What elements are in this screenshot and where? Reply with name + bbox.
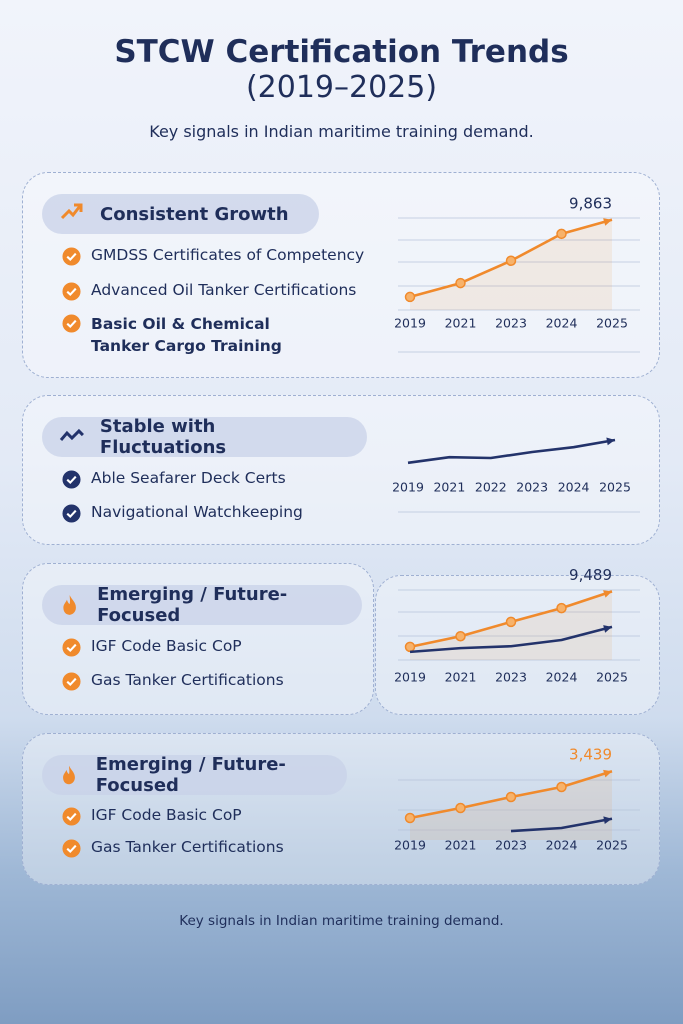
series-line xyxy=(510,817,613,833)
series-line xyxy=(407,438,616,465)
item-text: Basic Oil & Chemical Tanker Cargo Traini… xyxy=(91,315,282,355)
footer: Key signals in Indian maritime training … xyxy=(179,913,504,929)
arrowhead xyxy=(603,590,612,598)
category-pill: Emerging / Future-Focused xyxy=(42,584,362,626)
check-icon xyxy=(62,672,81,691)
list-item: GMDSS Certificates of Competency xyxy=(62,246,364,266)
data-point xyxy=(556,228,567,240)
pill-icon xyxy=(60,203,83,220)
x-tick-label: 2023 xyxy=(495,670,527,685)
data-point xyxy=(404,291,416,303)
pill-icon xyxy=(63,765,75,785)
x-tick-label: 2024 xyxy=(558,480,590,495)
check-icon xyxy=(62,282,81,301)
x-tick-label: 2021 xyxy=(445,670,477,685)
pill-icon xyxy=(59,428,84,441)
category-pill: Consistent Growth xyxy=(42,194,319,234)
value-label: 9,863 xyxy=(569,194,612,212)
title: STCW Certification Trends xyxy=(114,34,569,70)
arrowhead xyxy=(603,625,612,633)
arrowhead xyxy=(603,218,612,226)
years: (2019–2025) xyxy=(245,70,438,105)
x-tick-label: 2019 xyxy=(392,480,424,495)
x-tick-label: 2019 xyxy=(394,670,426,685)
x-tick-label: 2023 xyxy=(516,480,548,495)
check-icon xyxy=(62,504,81,523)
list-item: Gas Tanker Certifications xyxy=(62,671,284,691)
x-tick-label: 2021 xyxy=(445,316,477,331)
item-text: IGF Code Basic CoP xyxy=(91,637,242,655)
x-tick-label: 2023 xyxy=(495,316,527,331)
x-tick-label: 2021 xyxy=(445,838,477,853)
data-point xyxy=(556,781,567,793)
value-label: 9,489 xyxy=(569,566,612,584)
card-heading: Emerging / Future-Focused xyxy=(97,584,288,626)
tagline: Key signals in Indian maritime training … xyxy=(149,122,534,141)
data-point xyxy=(404,641,416,653)
x-tick-label: 2025 xyxy=(596,316,628,331)
item-text: Advanced Oil Tanker Certifications xyxy=(91,281,357,299)
x-tick-label: 2024 xyxy=(546,838,578,853)
item-text: Gas Tanker Certifications xyxy=(91,838,284,856)
list-item: Basic Oil & Chemical Tanker Cargo Traini… xyxy=(62,313,292,357)
arrowhead xyxy=(606,437,615,446)
x-tick-label: 2024 xyxy=(546,670,578,685)
value-label: 3,439 xyxy=(569,746,612,764)
check-icon xyxy=(62,247,81,266)
data-point xyxy=(556,602,567,614)
data-point xyxy=(404,812,416,824)
card-heading: Stable with Fluctuations xyxy=(99,416,227,458)
pill-icon xyxy=(63,595,76,615)
arrowhead xyxy=(603,816,612,825)
list-item: Able Seafarer Deck Certs xyxy=(62,469,286,489)
item-text: Able Seafarer Deck Certs xyxy=(91,469,286,487)
list-item: IGF Code Basic CoP xyxy=(62,806,242,826)
card-heading: Consistent Growth xyxy=(100,203,289,225)
check-icon xyxy=(62,470,81,489)
item-text: Gas Tanker Certifications xyxy=(91,671,284,689)
x-tick-label: 2024 xyxy=(546,316,578,331)
check-icon xyxy=(62,807,81,826)
data-point xyxy=(505,791,517,803)
x-tick-label: 2019 xyxy=(394,316,426,331)
list-item: IGF Code Basic CoP xyxy=(62,637,242,657)
x-tick-label: 2025 xyxy=(596,670,628,685)
item-text: IGF Code Basic CoP xyxy=(91,806,242,824)
item-text: Navigational Watchkeeping xyxy=(91,503,303,521)
data-point xyxy=(455,631,466,642)
data-point xyxy=(455,277,466,289)
data-point xyxy=(505,255,517,267)
x-tick-label: 2025 xyxy=(596,838,628,853)
x-tick-label: 2021 xyxy=(433,480,465,495)
x-tick-label: 2019 xyxy=(394,838,426,853)
x-tick-label: 2025 xyxy=(599,480,631,495)
data-point xyxy=(455,802,466,814)
list-item: Navigational Watchkeeping xyxy=(62,503,303,523)
category-pill: Emerging / Future-Focused xyxy=(42,754,347,796)
list-item: Gas Tanker Certifications xyxy=(62,838,284,858)
x-tick-label: 2022 xyxy=(475,480,507,495)
list-item: Advanced Oil Tanker Certifications xyxy=(62,281,356,301)
card-heading: Emerging / Future-Focused xyxy=(95,754,286,796)
check-icon xyxy=(62,638,81,657)
arrowhead xyxy=(603,769,612,778)
item-text: GMDSS Certificates of Competency xyxy=(91,246,365,264)
data-point xyxy=(505,616,517,628)
series-line xyxy=(409,625,613,654)
check-icon xyxy=(62,314,81,333)
category-pill: Stable with Fluctuations xyxy=(42,416,367,458)
x-tick-label: 2023 xyxy=(495,838,527,853)
check-icon xyxy=(62,839,81,858)
